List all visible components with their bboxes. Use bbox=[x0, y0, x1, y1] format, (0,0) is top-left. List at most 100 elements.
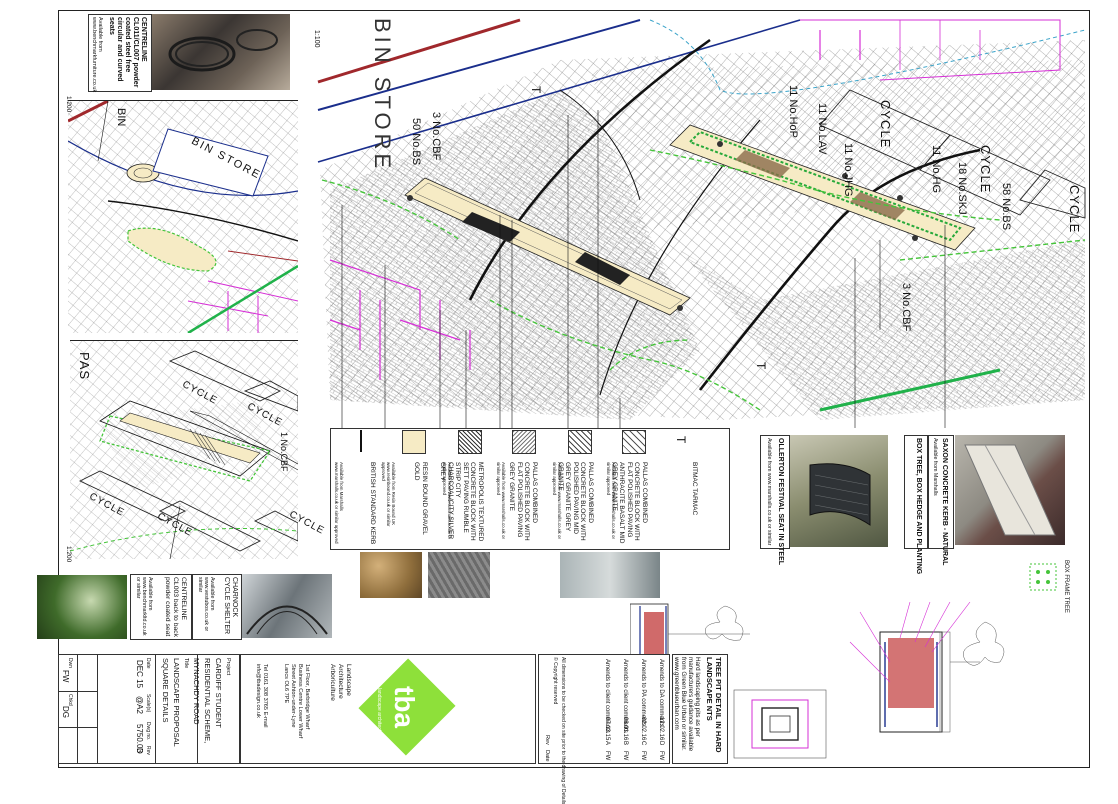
project-label: Project bbox=[225, 658, 231, 676]
green-accent-line bbox=[819, 368, 1001, 412]
centreline-seat-top-title: CENTRELINE CL011/CL007 powder coated ste… bbox=[108, 17, 147, 88]
scale-inset-bottom: 1:200 bbox=[65, 546, 72, 563]
legend-swatch bbox=[512, 430, 536, 454]
company-discipline: Landscape Architecture Arboriculture bbox=[329, 664, 352, 701]
main-plan-surfaces bbox=[320, 40, 1085, 420]
date-value: DEC 15 bbox=[135, 660, 144, 689]
main-plan-boundaries bbox=[317, 18, 1086, 163]
tree-pit-section bbox=[849, 602, 1005, 733]
revision-text: Amends to client comments bbox=[622, 659, 628, 733]
tree-pit-caption: TREE PIT DETAIL IN HARD LANDSCAPE NTS Ha… bbox=[672, 654, 728, 764]
tree-pit-body: Hard landscaping pits as per manufacture… bbox=[673, 657, 701, 752]
pass-label: PAS bbox=[77, 352, 92, 381]
inset-bottom-plan bbox=[70, 340, 298, 559]
centreline-seat-bottom-caption: CENTRELINE CL003 back to back powder coa… bbox=[130, 574, 192, 640]
legend-note: Available from Marshalls www.marshalls.c… bbox=[334, 462, 344, 544]
revision-row: Amends to client comments08.01.16B FW bbox=[621, 659, 629, 763]
saxon-kerb-photo bbox=[955, 435, 1065, 545]
legend-swatch bbox=[402, 430, 426, 454]
revision-date: 08.01.16 bbox=[622, 717, 628, 741]
cycle-label-2: CYCLE bbox=[978, 145, 993, 194]
revision-row: Amends to DA comments12.02.16D FW bbox=[657, 659, 665, 763]
rev-value: D bbox=[135, 748, 144, 754]
legend-swatch bbox=[458, 430, 482, 454]
tba-logo-text: tba bbox=[389, 686, 420, 728]
revision-row: Amends to client comments07.12.15A FW bbox=[603, 659, 611, 763]
label-11-lav: 11 No.LAV bbox=[816, 103, 828, 155]
cycle-bays bbox=[819, 89, 1086, 219]
cycle-shelter-caption: CHARNOCK CYCLE SHELTER Available from ww… bbox=[192, 574, 242, 640]
magenta-lines bbox=[329, 30, 861, 380]
planter-bed-left bbox=[404, 177, 691, 316]
tarmac-marker-2: T bbox=[754, 362, 768, 370]
centreline-seat-bottom-title: CENTRELINE CL003 back to back powder coa… bbox=[164, 577, 187, 638]
revision-by: FW bbox=[604, 751, 610, 761]
revision-date: 07.12.15 bbox=[604, 717, 610, 741]
legend-note: Available from www.marshalls.co.uk or si… bbox=[606, 462, 616, 539]
legend-label: BITMAC TARMAC bbox=[691, 462, 698, 516]
label-50-bs: 50 No.BS bbox=[410, 118, 422, 166]
leader-lines bbox=[341, 110, 946, 428]
date-label: Date bbox=[145, 658, 151, 669]
legend-symbol: T bbox=[674, 436, 688, 444]
legend-swatch bbox=[622, 430, 646, 454]
revision-table: Amends to DA comments12.02.16DFW Amends t… bbox=[538, 654, 670, 804]
box-frame-tree-symbol bbox=[1029, 563, 1057, 591]
resin-gravel-photo bbox=[360, 552, 422, 598]
saxon-kerb-note: Available from Marshalls bbox=[932, 438, 938, 496]
drawing-frame bbox=[58, 10, 1090, 768]
drawing-title: LANDSCAPE PROPOSAL SQUARE DETAILS bbox=[161, 658, 181, 747]
checked-value: DG bbox=[61, 706, 70, 718]
company-address: 1st Floor, Barbridge Wharf Business Cent… bbox=[283, 664, 310, 739]
revision-by: FW bbox=[658, 751, 664, 761]
revision-rev: C bbox=[640, 741, 646, 746]
hedge-lines bbox=[321, 149, 1086, 411]
revision-row: Amends to PA comments02.02.16C FW bbox=[639, 659, 647, 763]
label-58-bs: 58 No.BS bbox=[1000, 183, 1012, 231]
box-frame-tree-label: BOX FRAME TREE bbox=[1063, 560, 1069, 613]
revision-date-head: Date bbox=[544, 750, 550, 762]
revision-date: 12.02.16 bbox=[658, 717, 664, 741]
revision-text: Amends to PA comments bbox=[640, 659, 646, 726]
legend-note: Available from www.marshalls.co.uk or si… bbox=[496, 462, 506, 539]
revision-note-2: © Copyright reserved bbox=[552, 657, 558, 705]
cycle-shelter-title: CHARNOCK CYCLE SHELTER bbox=[223, 577, 238, 635]
label-18-skj: 18 No.SKJ bbox=[956, 162, 968, 215]
tba-tagline: landscape architecture bbox=[376, 688, 382, 739]
centreline-seat-photo-top bbox=[152, 14, 290, 90]
ollerton-seat-caption: OLLERTON FESTIVAL SEAT IN STEEL Availabl… bbox=[760, 435, 790, 565]
legend-label: RESIN BOUND GRAVEL GOLD bbox=[413, 462, 429, 535]
legend-label: PALLAS COMBINED CONCRETE BLOCK WITH FLAT… bbox=[508, 462, 539, 541]
legend-note: Available from Resin Bound UK www.resinb… bbox=[381, 462, 396, 527]
label-3-cbf-a: 3 No.CBF bbox=[430, 112, 442, 161]
revision-rev-head: Rev bbox=[544, 735, 550, 745]
tree-pit-title: TREE PIT DETAIL IN HARD LANDSCAPE NTS bbox=[705, 657, 723, 753]
dwg-label: Dwg no. bbox=[145, 722, 151, 741]
legend-label: BRITISH STANDARD KERB bbox=[369, 462, 376, 545]
saxon-kerb-caption: SAXON CONCRETE KERB - NATURAL Available … bbox=[928, 435, 954, 565]
project-name: CARDIFF STUDENT RESIDENTIAL SCHEME, MYNA… bbox=[192, 658, 223, 744]
granite-paving-photo bbox=[560, 552, 660, 598]
box-hedge-title: BOX TREE, BOX HEDGE AND PLANTING bbox=[915, 438, 922, 575]
cycle-label-3: CYCLE bbox=[1067, 185, 1082, 234]
ollerton-seat-title: OLLERTON FESTIVAL SEAT IN STEEL bbox=[777, 438, 784, 566]
revision-rev: D bbox=[658, 741, 664, 746]
revision-note-1: All dimensions to be checked on site pri… bbox=[560, 657, 566, 804]
scale-value: @A2 bbox=[135, 696, 144, 714]
bin-store-main-label: BIN STORE bbox=[370, 18, 395, 173]
label-11-hop: 11 No.HoP bbox=[787, 85, 799, 138]
ollerton-seat-photo bbox=[790, 435, 888, 547]
revision-date: 02.02.16 bbox=[640, 717, 646, 741]
planter-bed-right bbox=[669, 124, 976, 251]
tree-pit-plan bbox=[733, 689, 827, 759]
revision-rev: B bbox=[622, 741, 628, 746]
revision-text: Amends to client comments bbox=[604, 659, 610, 733]
cycle-label-1: CYCLE bbox=[878, 100, 893, 149]
revision-by: FW bbox=[622, 751, 628, 761]
legend-label: PALLAS COMBINED CONCRETE BLOCK WITH FLAT… bbox=[611, 462, 648, 544]
company-contact: Tel 0161 308 3765 E-mail info@tbadesign.… bbox=[255, 664, 268, 728]
label-1-cbf: 1 No.CBF bbox=[279, 432, 289, 472]
legend-label: PALLAS COMBINED CONCRETE BLOCK WITH POLI… bbox=[557, 462, 594, 541]
